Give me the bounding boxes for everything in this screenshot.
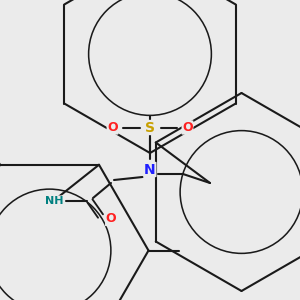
Text: N: N xyxy=(144,163,156,176)
Text: S: S xyxy=(145,121,155,134)
Text: O: O xyxy=(106,212,116,226)
Text: NH: NH xyxy=(45,196,63,206)
Text: O: O xyxy=(107,121,118,134)
Text: O: O xyxy=(182,121,193,134)
